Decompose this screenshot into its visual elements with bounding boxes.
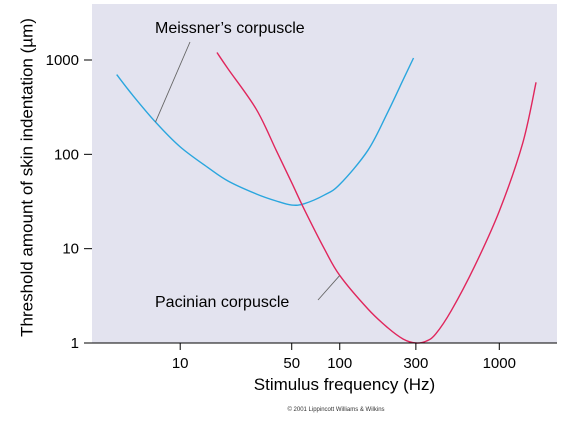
x-axis-label: Stimulus frequency (Hz) (254, 375, 435, 394)
annotation-label: Pacinian corpuscle (155, 294, 289, 311)
annotation-leader-line (155, 41, 191, 123)
y-tick-label: 100 (54, 146, 79, 163)
x-tick-label: 100 (327, 355, 352, 372)
y-tick-label: 10 (62, 241, 79, 258)
annotation-leader-line (317, 275, 341, 301)
plot-background (92, 4, 557, 343)
x-tick-label: 1000 (483, 355, 516, 372)
x-tick-label: 50 (283, 355, 300, 372)
series-line-pacinian-corpuscle (216, 52, 537, 344)
x-tick-label: 10 (172, 355, 189, 372)
y-axis-label: Threshold amount of skin indentation (µm… (17, 18, 36, 337)
annotation-label: Meissner’s corpuscle (155, 20, 305, 37)
y-tick-label: 1 (71, 335, 79, 352)
series-line-meissner-s-corpuscle (116, 57, 415, 206)
x-axis-ticks: 10 50 100 300 1000 (172, 343, 516, 372)
x-tick-label: 300 (403, 355, 428, 372)
y-tick-label: 1000 (46, 52, 79, 69)
copyright-credit: © 2001 Lippincott Williams & Wilkins (287, 406, 384, 413)
data-series-group (116, 52, 537, 344)
y-axis-ticks: 1 10 100 1000 (46, 52, 92, 352)
annotation-group: Meissner’s corpuscle Pacinian corpuscle (155, 20, 341, 311)
